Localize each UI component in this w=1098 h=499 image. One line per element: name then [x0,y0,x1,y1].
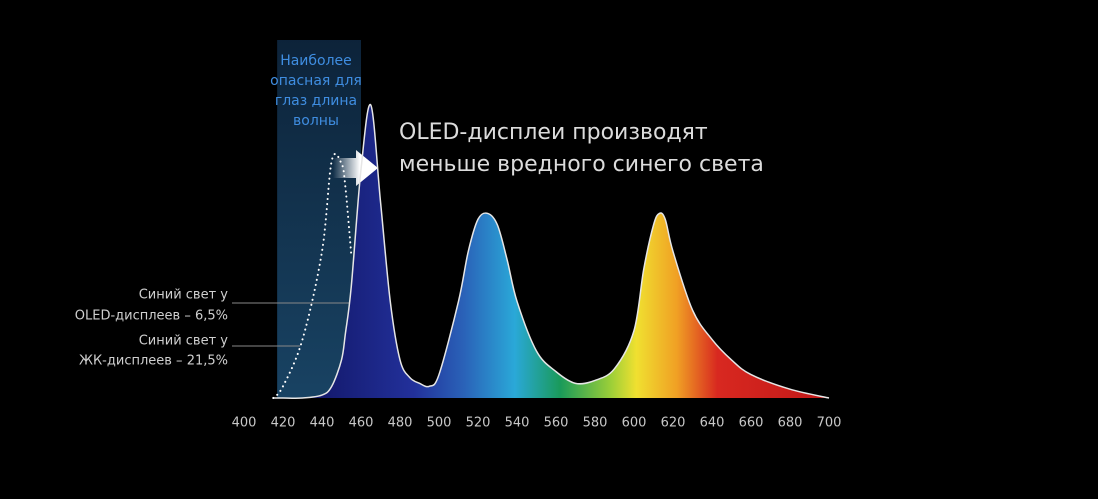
foreground-layer: 400 420 440 460 480 500 520 540 560 580 600 620 640 6… [70,53,1008,431]
x-tick-label: 460 [349,416,374,431]
hazard-label: глаз длина [275,93,357,109]
spectrum-area [273,104,829,399]
x-tick-label: 580 [583,416,608,431]
series-label: Синий свет у [139,288,229,303]
series-label: ЖК-дисплеев – 21,5% [79,354,228,369]
x-tick-label: 440 [310,416,335,431]
hazard-label: волны [293,113,339,129]
x-tick-label: 640 [700,416,725,431]
x-tick-label: 560 [544,416,569,431]
x-tick-label: 420 [271,416,296,431]
spectrum-line [273,104,830,399]
x-tick-label: 680 [778,416,803,431]
x-tick-label: 520 [466,416,491,431]
x-tick-label: 600 [622,416,647,431]
hazard-label: Наиболее [280,53,352,69]
series-label: OLED-дисплеев – 6,5% [75,309,228,324]
x-tick-label: 700 [817,416,842,431]
annotation: меньше вредного синего света [399,152,764,177]
hazard-label: опасная для [270,73,362,89]
annotation: OLED-дисплеи производят [399,120,708,145]
background-layer [243,40,830,399]
x-tick-label: 500 [427,416,452,431]
series-label: Синий свет у [139,334,229,349]
x-tick-label: 620 [661,416,686,431]
x-tick-label: 540 [505,416,530,431]
x-tick-label: 480 [388,416,413,431]
x-tick-label: 400 [232,416,257,431]
x-tick-label: 660 [739,416,764,431]
